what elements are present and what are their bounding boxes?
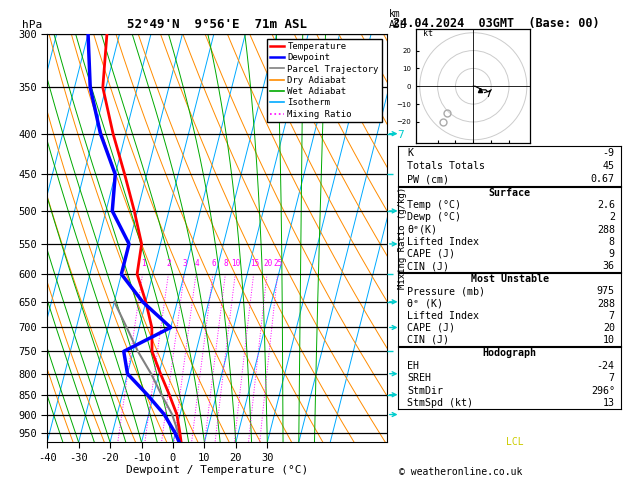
Text: hPa: hPa	[21, 20, 42, 30]
Text: 3: 3	[183, 259, 187, 268]
Text: Surface: Surface	[489, 188, 531, 198]
Text: -9: -9	[603, 148, 615, 157]
Text: km
ASL: km ASL	[389, 9, 406, 30]
Text: 7: 7	[609, 311, 615, 321]
Text: 13: 13	[603, 398, 615, 408]
Text: StmSpd (kt): StmSpd (kt)	[407, 398, 473, 408]
Text: K: K	[407, 148, 413, 157]
Text: 10: 10	[231, 259, 240, 268]
Text: PW (cm): PW (cm)	[407, 174, 449, 184]
Text: 4: 4	[194, 259, 199, 268]
Text: 45: 45	[603, 161, 615, 171]
Text: CAPE (J): CAPE (J)	[407, 323, 455, 333]
Text: 24.04.2024  03GMT  (Base: 00): 24.04.2024 03GMT (Base: 00)	[393, 17, 599, 30]
Text: 8: 8	[224, 259, 228, 268]
Text: 9: 9	[609, 249, 615, 259]
Text: © weatheronline.co.uk: © weatheronline.co.uk	[399, 467, 523, 477]
Text: EH: EH	[407, 361, 419, 371]
Text: LCL: LCL	[506, 437, 523, 447]
Text: Most Unstable: Most Unstable	[470, 274, 549, 284]
Text: CAPE (J): CAPE (J)	[407, 249, 455, 259]
Text: 36: 36	[603, 261, 615, 271]
Text: kt: kt	[423, 29, 433, 38]
Text: 25: 25	[274, 259, 283, 268]
Text: CIN (J): CIN (J)	[407, 335, 449, 345]
Text: 0.67: 0.67	[591, 174, 615, 184]
Text: 975: 975	[597, 286, 615, 296]
Text: 20: 20	[603, 323, 615, 333]
Text: 10: 10	[603, 335, 615, 345]
Title: 52°49'N  9°56'E  71m ASL: 52°49'N 9°56'E 71m ASL	[127, 18, 307, 32]
Text: Totals Totals: Totals Totals	[407, 161, 485, 171]
Text: 15: 15	[250, 259, 259, 268]
Text: 288: 288	[597, 298, 615, 309]
Text: 288: 288	[597, 225, 615, 235]
Text: Hodograph: Hodograph	[483, 348, 537, 358]
Text: 8: 8	[609, 237, 615, 247]
Text: -24: -24	[597, 361, 615, 371]
Text: 296°: 296°	[591, 385, 615, 396]
Text: Lifted Index: Lifted Index	[407, 311, 479, 321]
Text: 7: 7	[609, 373, 615, 383]
X-axis label: Dewpoint / Temperature (°C): Dewpoint / Temperature (°C)	[126, 466, 308, 475]
Legend: Temperature, Dewpoint, Parcel Trajectory, Dry Adiabat, Wet Adiabat, Isotherm, Mi: Temperature, Dewpoint, Parcel Trajectory…	[267, 38, 382, 122]
Text: CIN (J): CIN (J)	[407, 261, 449, 271]
Text: 2: 2	[609, 212, 615, 223]
Text: Lifted Index: Lifted Index	[407, 237, 479, 247]
Text: θᵉ(K): θᵉ(K)	[407, 225, 437, 235]
Text: StmDir: StmDir	[407, 385, 443, 396]
Text: Temp (°C): Temp (°C)	[407, 200, 461, 210]
Text: 6: 6	[211, 259, 216, 268]
Text: Dewp (°C): Dewp (°C)	[407, 212, 461, 223]
Text: 20: 20	[263, 259, 272, 268]
Text: SREH: SREH	[407, 373, 431, 383]
Text: Mixing Ratio (g/kg): Mixing Ratio (g/kg)	[398, 187, 407, 289]
Text: 1: 1	[141, 259, 146, 268]
Text: 2: 2	[167, 259, 172, 268]
Text: Pressure (mb): Pressure (mb)	[407, 286, 485, 296]
Text: 2.6: 2.6	[597, 200, 615, 210]
Text: θᵉ (K): θᵉ (K)	[407, 298, 443, 309]
